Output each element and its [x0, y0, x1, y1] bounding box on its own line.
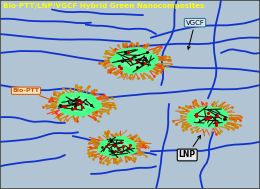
- Text: VGCF: VGCF: [186, 20, 204, 49]
- Polygon shape: [58, 93, 101, 116]
- Polygon shape: [120, 53, 149, 68]
- Text: Bio-PTT/LNP/VGCF Hybrid Green Nanocomposites: Bio-PTT/LNP/VGCF Hybrid Green Nanocompos…: [3, 3, 204, 9]
- Polygon shape: [66, 98, 92, 111]
- Polygon shape: [98, 137, 136, 157]
- Polygon shape: [110, 48, 158, 73]
- Text: Bio-PTT: Bio-PTT: [12, 88, 54, 101]
- Polygon shape: [196, 111, 220, 123]
- Text: LNP: LNP: [179, 136, 201, 160]
- Polygon shape: [187, 107, 228, 127]
- Polygon shape: [106, 141, 129, 153]
